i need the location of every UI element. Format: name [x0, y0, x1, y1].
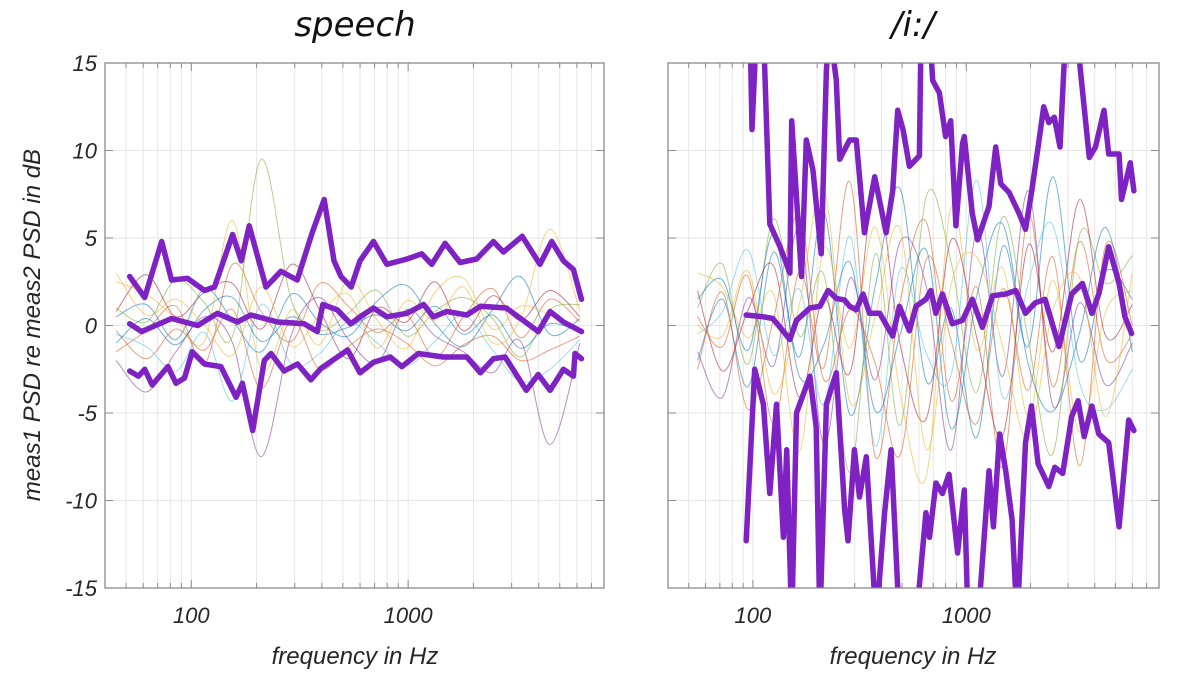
thin-series-line: [697, 186, 1133, 439]
thin-series-line: [115, 263, 581, 360]
thick-series-mean: [126, 301, 585, 335]
y-tick-label: -10: [65, 489, 98, 514]
thin-series-line: [697, 188, 1133, 474]
thin-series-line: [115, 296, 581, 458]
thin-series-line: [115, 219, 581, 372]
chart-title: /i:/: [888, 5, 938, 45]
panel-speech: speech meas1 PSD re meas2 PSD in dB freq…: [19, 5, 605, 670]
thin-series-line: [697, 181, 1133, 468]
axes-box: [667, 62, 1160, 589]
y-tick-label: 15: [73, 51, 98, 76]
x-tick-label: 1000: [384, 603, 434, 628]
plot-lines: [697, 63, 1137, 588]
chart-title: speech: [294, 5, 415, 45]
x-axis-label: frequency in Hz: [272, 643, 439, 670]
axes-box: [104, 62, 605, 589]
y-tick-label: 0: [85, 314, 98, 339]
x-tick-label: 100: [735, 603, 772, 628]
thick-series-lower: [743, 366, 1137, 588]
y-tick-label: 10: [73, 139, 98, 164]
y-tick-label: -15: [65, 576, 98, 601]
panel-i-vowel: /i:/ frequency in Hz 100 1000: [667, 5, 1160, 670]
thin-series-line: [697, 190, 1133, 451]
thin-series-line: [697, 204, 1133, 485]
x-axis-label: frequency in Hz: [830, 643, 997, 670]
thick-series-upper: [126, 196, 585, 303]
thin-series-line: [115, 303, 581, 402]
thick-series-upper: [748, 63, 1137, 280]
thick-series-lower: [126, 347, 585, 434]
thin-series-line: [115, 295, 581, 349]
y-tick-label: -5: [77, 401, 97, 426]
y-axis-label: meas1 PSD re meas2 PSD in dB: [19, 149, 46, 501]
x-tick-label: 1000: [942, 603, 992, 628]
thin-series-line: [697, 179, 1133, 447]
thick-series-mean: [743, 244, 1135, 350]
y-tick-label: 5: [85, 226, 98, 251]
x-tick-label: 100: [173, 603, 210, 628]
thin-series-line: [697, 214, 1133, 467]
plot-lines: [115, 158, 585, 458]
